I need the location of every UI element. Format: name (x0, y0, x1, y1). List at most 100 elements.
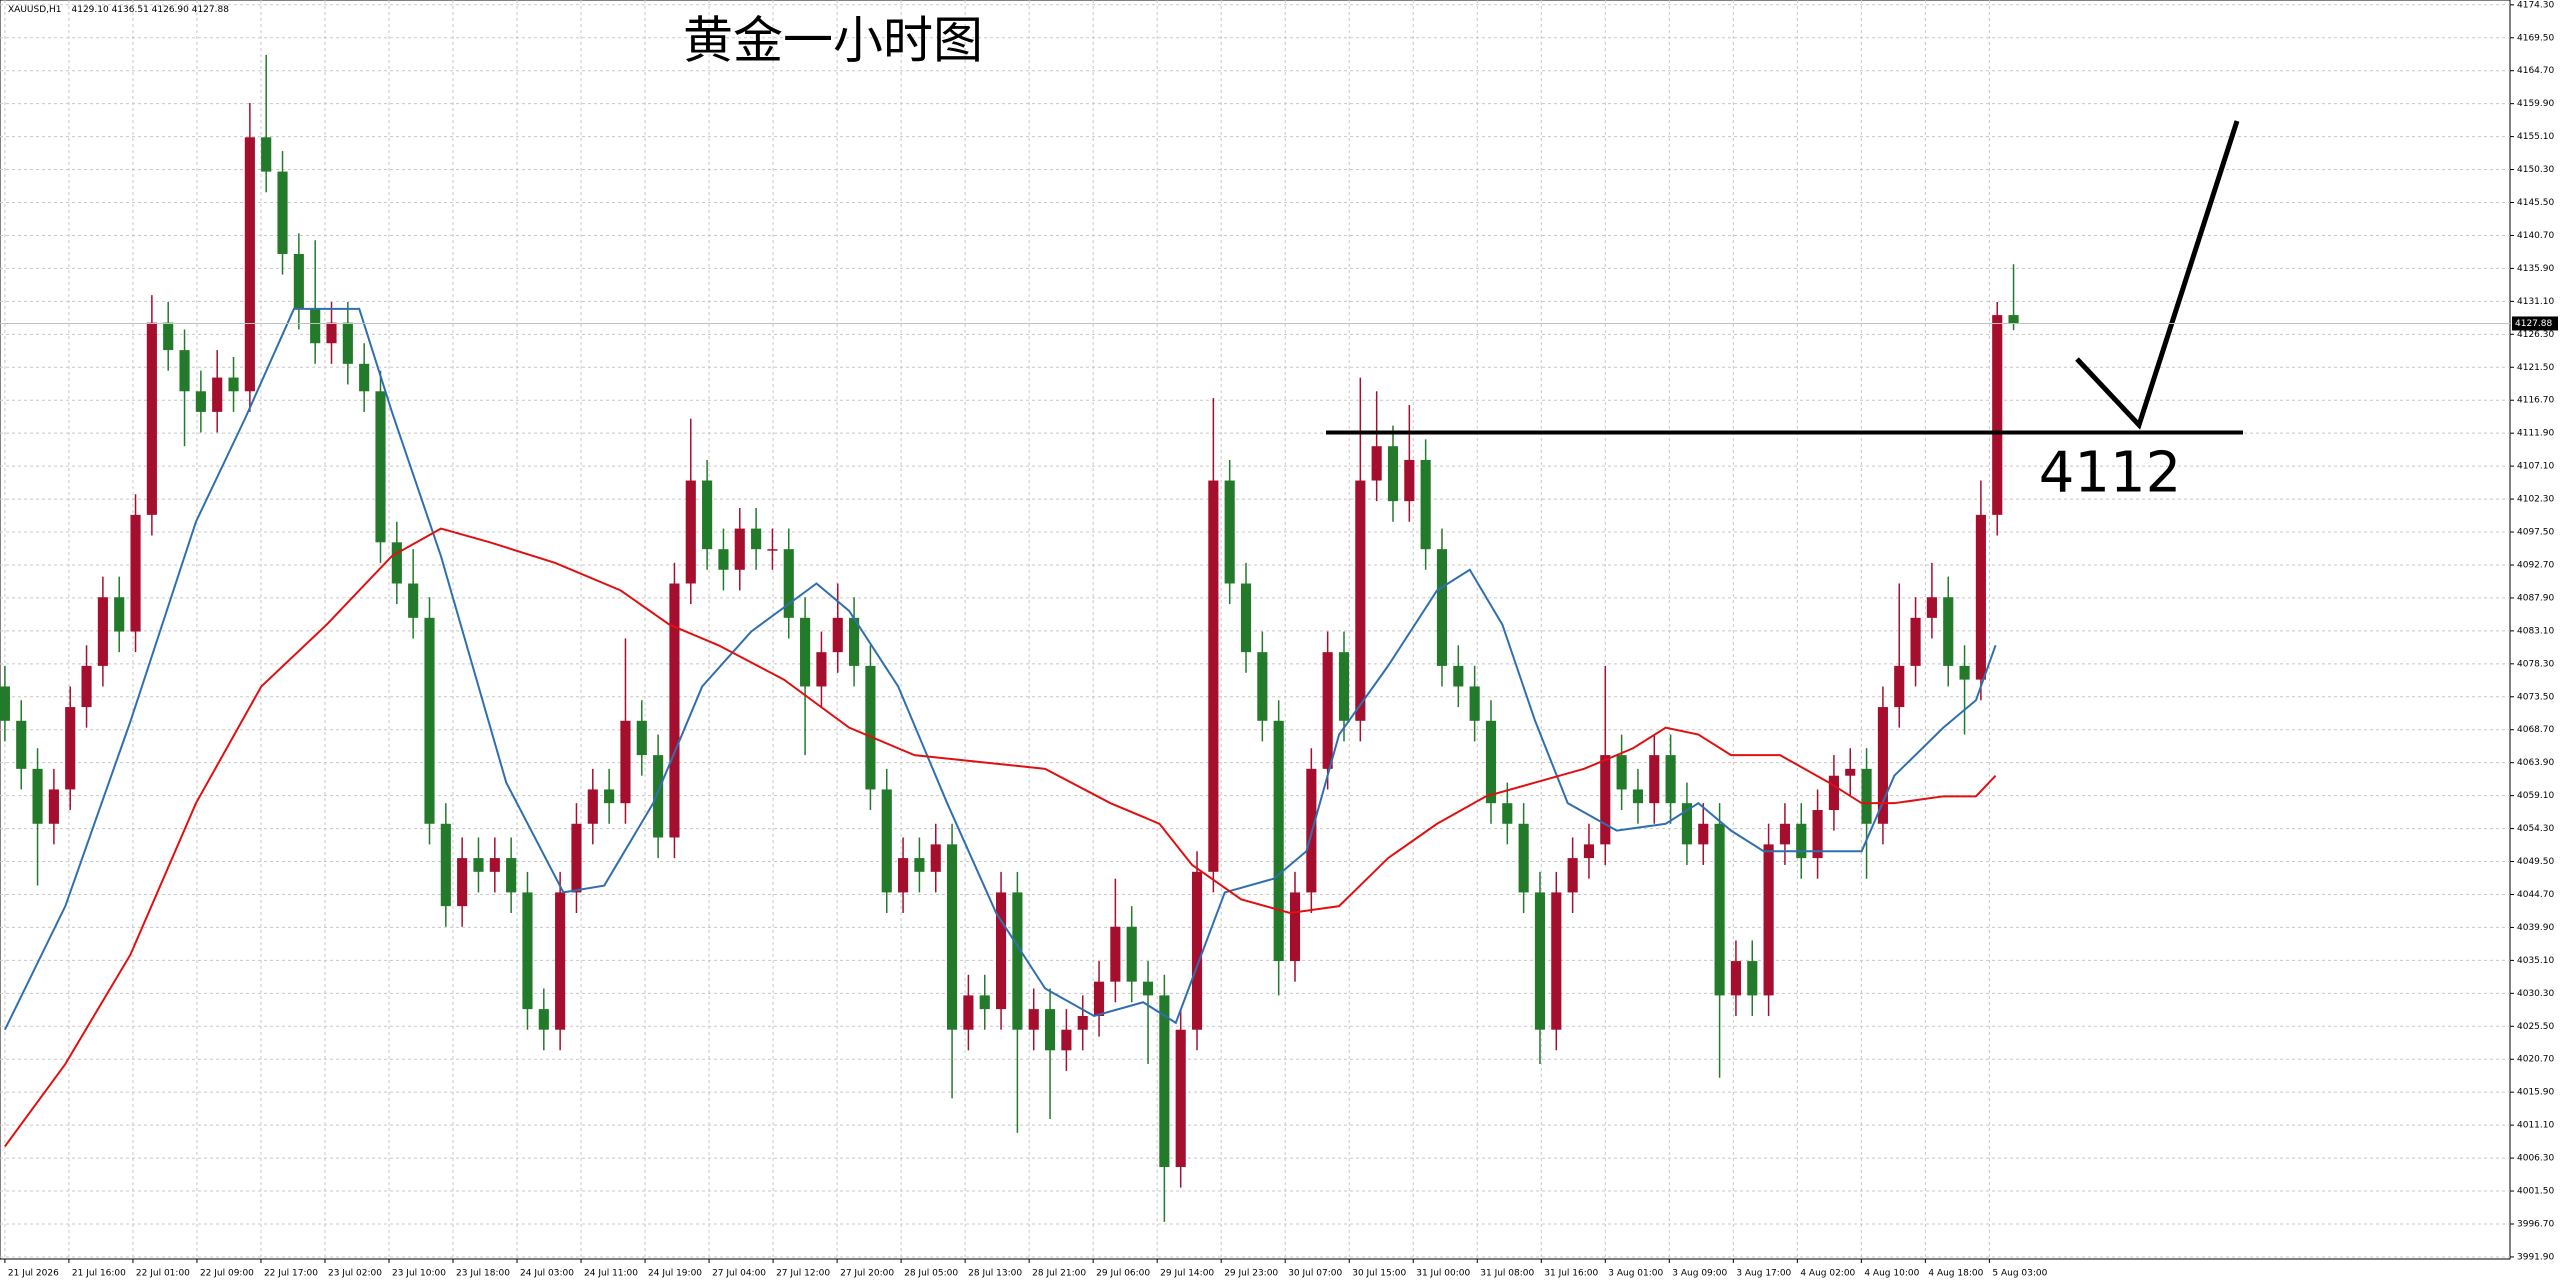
plot-frame (0, 0, 2511, 1260)
moving-average (4, 307, 1997, 1031)
candle-body (48, 789, 59, 824)
candle-body (930, 844, 941, 872)
candle-body (1191, 871, 1203, 1030)
x-tick-label: 28 Jul 05:00 (904, 1269, 958, 1279)
y-tick-label: 3996.70 (2517, 1219, 2554, 1229)
x-tick-label: 24 Jul 11:00 (584, 1269, 638, 1279)
y-tick-label: 4006.30 (2517, 1154, 2554, 1164)
candle-body (1485, 720, 1497, 804)
candle-body (718, 549, 729, 570)
y-tick-label: 4145.50 (2517, 198, 2554, 208)
chart-title: 黄金一小时图 (683, 12, 983, 70)
x-tick-label: 27 Jul 12:00 (776, 1269, 830, 1279)
y-tick-label: 4107.10 (2517, 462, 2554, 472)
x-tick-label: 29 Jul 23:00 (1224, 1269, 1278, 1279)
candle-body (65, 707, 76, 790)
candle-body (1322, 652, 1333, 769)
candle-body (947, 844, 958, 1030)
candle-body (1779, 823, 1790, 845)
candle-body (1681, 803, 1693, 845)
candle-body (1632, 789, 1644, 804)
x-tick-label: 30 Jul 07:00 (1288, 1269, 1342, 1279)
candle-body (310, 308, 321, 344)
candle-body (816, 652, 827, 687)
candle-body (440, 823, 451, 907)
y-tick-label: 4111.90 (2517, 429, 2554, 439)
candle-body (1371, 446, 1382, 481)
candle-body (653, 755, 664, 838)
candle-body (1665, 755, 1676, 804)
candle-body (1110, 926, 1121, 982)
y-tick-label: 4164.70 (2517, 66, 2554, 76)
candle-body (1077, 1015, 1088, 1030)
x-tick-label: 4 Aug 02:00 (1800, 1269, 1855, 1279)
y-tick-label: 4126.30 (2517, 330, 2554, 340)
y-tick-label: 4169.50 (2517, 33, 2554, 43)
y-tick-label: 4068.70 (2517, 725, 2554, 735)
candle-body (783, 549, 794, 618)
x-tick-label: 3 Aug 17:00 (1736, 1269, 1791, 1279)
y-tick-label: 4097.50 (2517, 528, 2554, 538)
y-tick-label: 4092.70 (2517, 560, 2554, 570)
candle-body (587, 789, 598, 824)
y-tick-label: 4025.50 (2517, 1022, 2554, 1032)
y-tick-label: 4030.30 (2517, 989, 2554, 999)
candle-body (832, 617, 843, 653)
candle-body (1061, 1029, 1072, 1051)
candle-body (1044, 1009, 1056, 1051)
x-tick-label: 23 Jul 02:00 (328, 1269, 382, 1279)
candle-body (538, 1009, 549, 1030)
x-tick-label: 4 Aug 10:00 (1864, 1269, 1919, 1279)
candle-body (457, 858, 468, 907)
y-tick-label: 3991.90 (2517, 1252, 2554, 1262)
y-tick-label: 4155.10 (2517, 132, 2554, 142)
x-tick-label: 3 Aug 09:00 (1672, 1269, 1727, 1279)
candle-body (342, 322, 353, 364)
x-tick-label: 29 Jul 14:00 (1160, 1269, 1214, 1279)
x-tick-label: 31 Jul 08:00 (1480, 1269, 1534, 1279)
candle-body (16, 720, 27, 769)
candle-body (1534, 892, 1546, 1030)
x-tick-label: 31 Jul 00:00 (1416, 1269, 1470, 1279)
y-tick-label: 4073.50 (2517, 692, 2554, 702)
y-tick-label: 4140.70 (2517, 231, 2554, 241)
candle-body (1959, 665, 1970, 680)
symbol: XAUUSD,H1 4129.10 4136.51 4126.90 4127.88 (8, 5, 229, 15)
y-tick-label: 4063.90 (2517, 758, 2554, 768)
y-tick-label: 4150.30 (2517, 165, 2554, 175)
price-label: 4127.88 (2515, 319, 2552, 329)
candle-body (408, 583, 419, 618)
candle-body (2008, 315, 2019, 324)
candle-body (0, 686, 10, 721)
y-tick-label: 4135.90 (2517, 264, 2554, 274)
candle-body (130, 514, 141, 632)
x-tick-label: 22 Jul 09:00 (200, 1269, 254, 1279)
candle-body (81, 665, 92, 708)
candle-body (1469, 686, 1480, 721)
candle-body (1600, 755, 1611, 845)
candle-body (1126, 926, 1137, 982)
candle-body (1273, 720, 1284, 962)
candle-body (555, 892, 566, 1030)
candle-body (1583, 844, 1595, 859)
candle-body (1763, 844, 1774, 996)
candle-body (881, 789, 892, 893)
candle-body (1649, 755, 1660, 804)
candle-body (1926, 597, 1937, 618)
candle-body (146, 322, 157, 515)
candle-body (212, 377, 223, 412)
candle-body (1453, 665, 1464, 687)
grid (0, 0, 2510, 1259)
candle-body (1028, 1009, 1039, 1030)
candle-body (702, 480, 713, 550)
arrow-annotation (2075, 120, 2240, 430)
y-tick-label: 4054.30 (2517, 824, 2554, 834)
y-tick-label: 4049.50 (2517, 857, 2554, 867)
candle-body (424, 617, 435, 824)
candle-body (571, 823, 582, 893)
x-tick-label: 28 Jul 13:00 (968, 1269, 1022, 1279)
y-tick-label: 4087.90 (2517, 593, 2554, 603)
moving-average (4, 527, 1997, 1148)
candle-body (1502, 803, 1513, 824)
y-tick-label: 4174.30 (2517, 0, 2554, 10)
